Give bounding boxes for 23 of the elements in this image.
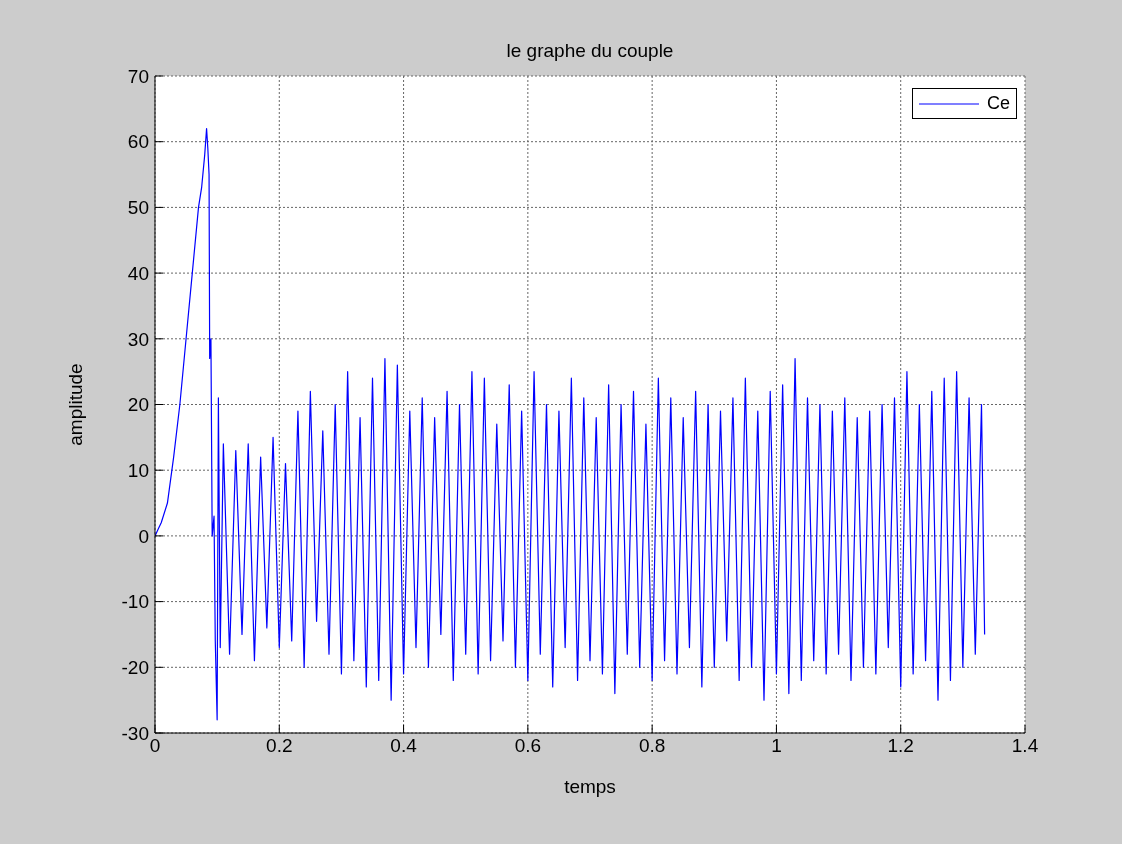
y-tick-label: 0 [138, 525, 149, 547]
y-tick-label: 70 [127, 65, 149, 87]
y-tick-label: 50 [127, 197, 149, 219]
y-axis-title: amplitude [64, 363, 86, 446]
x-axis-title: temps [564, 776, 616, 797]
x-tick-label: 0.8 [638, 735, 666, 757]
y-tick-label: 20 [127, 394, 149, 416]
y-tick-label: 10 [127, 459, 149, 481]
y-tick-label: 40 [127, 262, 149, 284]
x-tick-label: 1.2 [887, 735, 914, 757]
y-tick-label: -20 [121, 657, 149, 679]
x-tick-label: 1 [771, 735, 782, 757]
legend-label: Ce [986, 93, 1010, 114]
chart-title: le graphe du couple [505, 40, 675, 62]
line-series [155, 127, 986, 721]
x-tick-label: 0.2 [266, 735, 293, 757]
y-tick-label: -10 [121, 591, 149, 613]
y-tick-label: -30 [121, 722, 149, 744]
y-tick-label: 30 [127, 328, 149, 350]
x-tick-label: 0.4 [390, 735, 418, 757]
x-tick-label: 0.6 [514, 735, 542, 757]
y-tick-label: 60 [127, 131, 149, 153]
x-tick-label: 1.4 [1011, 735, 1039, 757]
